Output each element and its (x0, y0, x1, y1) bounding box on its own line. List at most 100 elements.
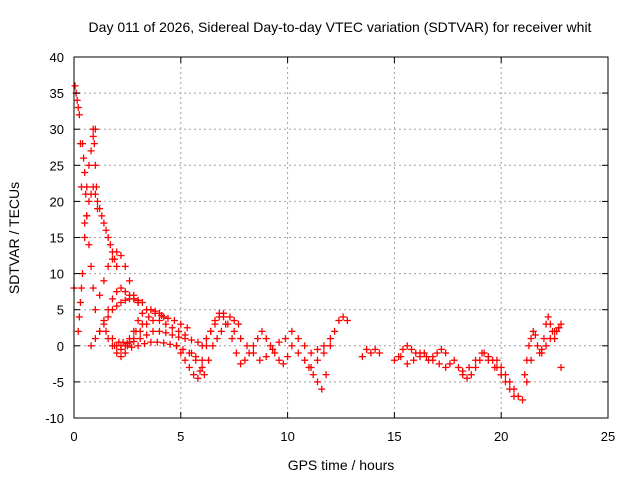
data-point (87, 147, 95, 155)
data-point (429, 356, 437, 364)
data-point (113, 262, 121, 270)
data-point (85, 161, 93, 169)
data-point (343, 317, 351, 325)
data-point (534, 342, 542, 350)
data-point (177, 320, 185, 328)
data-point (301, 342, 309, 350)
data-point (134, 296, 142, 304)
data-point (140, 340, 148, 348)
data-point (187, 349, 195, 357)
data-point (521, 371, 529, 379)
axis-ticks (73, 56, 609, 419)
data-point (104, 262, 112, 270)
y-tick-label: -10 (45, 411, 64, 426)
data-point (403, 360, 411, 368)
y-tick-label: 20 (50, 194, 64, 209)
data-point (76, 298, 84, 306)
data-point (81, 219, 89, 227)
data-point (117, 353, 125, 361)
data-point (128, 343, 136, 351)
data-point (523, 378, 531, 386)
data-point (371, 345, 379, 353)
data-point (162, 329, 170, 337)
data-point (213, 335, 221, 343)
y-tick-label: 30 (50, 122, 64, 137)
data-point (81, 234, 89, 241)
data-point (91, 306, 99, 314)
data-point (121, 349, 129, 357)
data-point (96, 327, 104, 335)
data-point (198, 363, 206, 371)
data-point (121, 296, 129, 304)
x-tick-label: 25 (601, 429, 615, 444)
data-point (202, 335, 210, 343)
y-tick-label: 5 (57, 303, 64, 318)
data-point (81, 169, 89, 177)
data-point (91, 335, 99, 343)
data-point (226, 313, 234, 321)
y-axis-label: SDTVAR / TECUs (6, 182, 22, 294)
data-point (181, 356, 189, 364)
x-axis-label: GPS time / hours (288, 457, 395, 473)
data-point (79, 140, 87, 148)
data-point (85, 197, 93, 205)
data-point (75, 313, 83, 321)
data-point (175, 333, 183, 341)
data-point (335, 317, 343, 325)
data-point (198, 342, 206, 350)
data-point (168, 331, 176, 339)
data-point (80, 154, 88, 162)
data-point (540, 335, 548, 343)
data-point (153, 338, 161, 346)
data-point (531, 331, 539, 339)
y-tick-label: 10 (50, 267, 64, 282)
data-point (220, 309, 228, 317)
grid (74, 57, 608, 418)
data-point (113, 248, 121, 256)
data-point (217, 327, 225, 335)
data-point (544, 313, 552, 321)
data-point (147, 338, 155, 346)
data-point (442, 363, 450, 371)
data-point (192, 356, 200, 364)
data-point (145, 313, 153, 321)
data-point (96, 291, 104, 299)
data-point (104, 234, 112, 241)
data-point (331, 327, 339, 335)
data-point (262, 353, 270, 361)
data-point (104, 313, 112, 321)
data-point (459, 367, 467, 375)
data-point (143, 320, 151, 328)
data-point (149, 327, 157, 335)
data-point (318, 385, 326, 393)
data-point (506, 378, 514, 386)
data-point (108, 255, 116, 263)
data-point (322, 371, 330, 379)
x-tick-label: 0 (70, 429, 77, 444)
y-tick-labels: -10 -5 0 5 10 15 20 25 30 35 40 (45, 50, 64, 426)
data-point (85, 241, 93, 249)
data-point (269, 345, 277, 353)
data-point (168, 324, 176, 332)
data-point (100, 320, 108, 328)
data-point (493, 356, 501, 364)
data-point (275, 338, 283, 346)
data-point (399, 345, 407, 353)
data-point (108, 306, 116, 314)
data-point (279, 360, 287, 368)
data-point (198, 356, 206, 364)
data-point (228, 335, 236, 343)
y-tick-label: -5 (52, 375, 64, 390)
data-point (92, 183, 100, 191)
data-point (91, 161, 99, 169)
data-point (194, 374, 202, 382)
data-point (230, 327, 238, 335)
data-point (363, 345, 371, 353)
data-point (113, 288, 121, 296)
data-point (83, 212, 91, 220)
data-point (314, 356, 322, 364)
data-point (305, 363, 313, 371)
data-point (194, 338, 202, 346)
y-tick-label: 25 (50, 158, 64, 173)
